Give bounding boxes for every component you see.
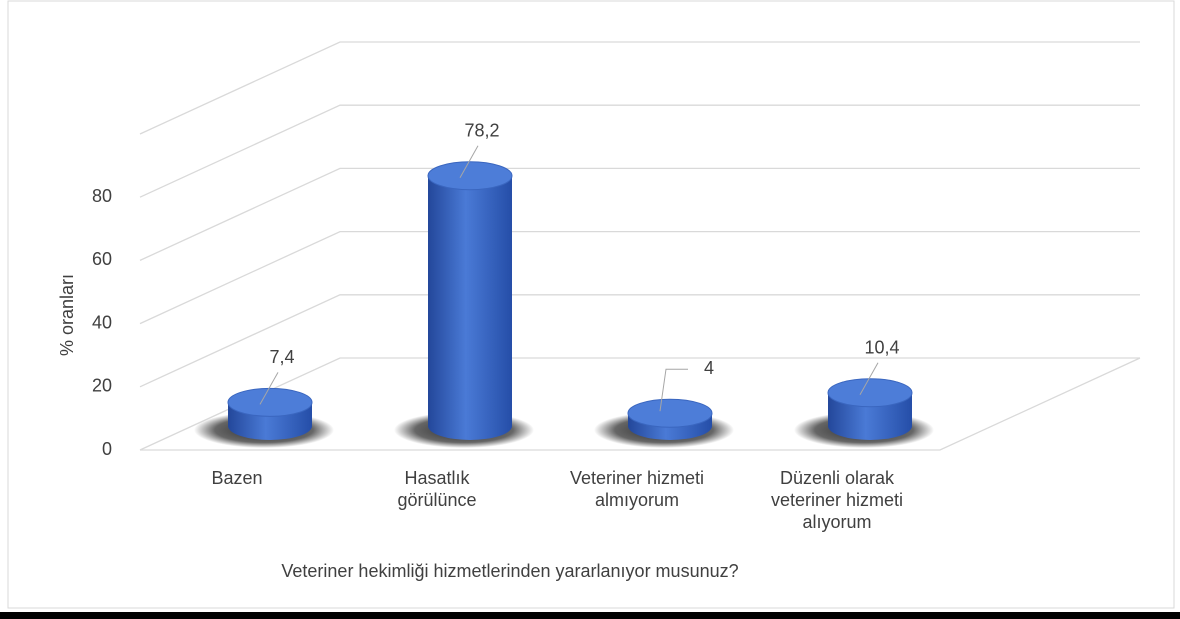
y-tick-label: 20 bbox=[92, 376, 112, 396]
bar-top bbox=[427, 161, 513, 191]
floor bbox=[140, 357, 1141, 451]
bar-top bbox=[827, 378, 913, 408]
bar-top bbox=[627, 398, 713, 428]
leader-line bbox=[259, 372, 279, 405]
grid-line bbox=[139, 41, 1140, 135]
x-tick-label: Bazen bbox=[211, 468, 263, 488]
frame bbox=[7, 0, 1175, 609]
data-label: 78,2 bbox=[464, 121, 499, 141]
grid-line bbox=[139, 294, 1140, 388]
grid-line bbox=[139, 104, 1140, 198]
data-label: 10,4 bbox=[864, 337, 899, 357]
bottom-bar bbox=[0, 612, 1180, 619]
y-tick-label: 80 bbox=[92, 186, 112, 206]
y-tick-label: 60 bbox=[92, 249, 112, 269]
bar bbox=[428, 175, 512, 440]
x-axis-title: Veteriner hekimliği hizmetlerinden yarar… bbox=[281, 561, 738, 581]
x-tick-label: Hasatlık görülünce bbox=[397, 468, 477, 510]
leader-line bbox=[459, 145, 479, 179]
y-tick-label: 0 bbox=[102, 439, 112, 459]
leader-line bbox=[859, 362, 879, 395]
grid-line bbox=[139, 357, 1140, 451]
data-label: 4 bbox=[704, 358, 714, 378]
x-tick-label: Veteriner hizmeti almıyorum bbox=[569, 468, 705, 510]
leader-line bbox=[659, 368, 688, 412]
grid-line bbox=[139, 230, 1140, 325]
data-label: 7,4 bbox=[269, 347, 294, 367]
y-axis-title: % oranları bbox=[57, 274, 77, 356]
bar-top bbox=[227, 387, 313, 417]
y-tick-label: 40 bbox=[92, 312, 112, 332]
grid-line bbox=[139, 167, 1140, 261]
x-tick-label: Düzenli olarak veteriner hizmeti alıyoru… bbox=[770, 468, 904, 532]
